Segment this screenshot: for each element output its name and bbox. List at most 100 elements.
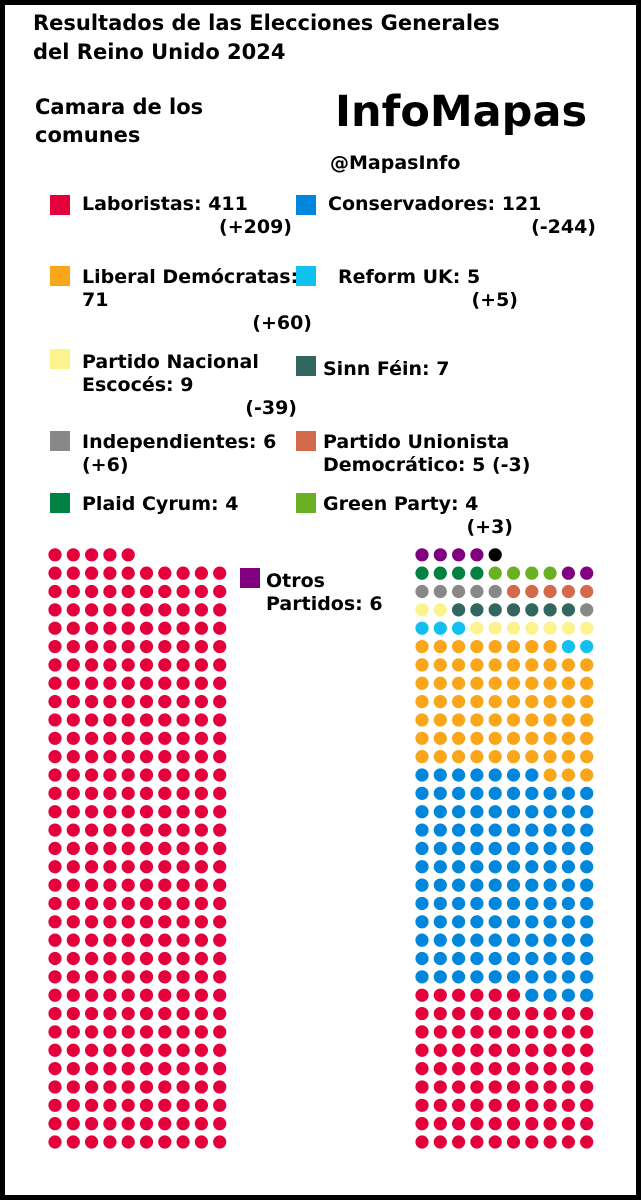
seat-dot xyxy=(48,1006,62,1021)
seat-dot xyxy=(488,841,502,856)
seat-dot xyxy=(452,878,466,892)
seat-dot xyxy=(470,1006,484,1021)
seat-dot xyxy=(433,1025,447,1039)
seat-dot xyxy=(580,621,594,635)
seat-dot xyxy=(213,621,227,635)
seat-dot xyxy=(580,896,594,911)
seat-dot xyxy=(561,970,576,984)
seat-dot xyxy=(85,621,99,635)
seat-dot xyxy=(506,896,521,911)
seat-dot xyxy=(158,933,172,947)
seat-dot xyxy=(158,639,172,654)
seat-dot xyxy=(139,566,154,580)
seat-dot xyxy=(488,1062,502,1076)
seat-dot xyxy=(415,621,429,635)
seat-dot xyxy=(452,896,466,911)
seat-dot xyxy=(488,584,502,599)
seat-dot xyxy=(488,695,502,709)
seat-dot xyxy=(139,988,154,1002)
seat-dot xyxy=(85,1135,99,1149)
seat-dot xyxy=(121,584,135,599)
seat-dot xyxy=(433,1135,447,1149)
seat-dot xyxy=(213,951,227,966)
seat-dot xyxy=(194,695,208,709)
seat-dot xyxy=(470,1043,484,1057)
seat-dot xyxy=(213,1006,227,1021)
seat-dot xyxy=(488,1025,502,1039)
seat-dot xyxy=(580,786,594,800)
seat-dot xyxy=(85,860,99,874)
seat-dot xyxy=(470,1080,484,1094)
seat-dot xyxy=(561,1117,576,1131)
seat-dot xyxy=(561,639,576,654)
seat-dot xyxy=(452,1006,466,1021)
seat-dot xyxy=(580,566,594,580)
seat-dot xyxy=(48,1135,62,1149)
seat-dot xyxy=(580,603,594,617)
title: Resultados de las Elecciones Generales d… xyxy=(33,11,500,64)
seat-dot xyxy=(66,951,80,966)
seat-dot xyxy=(66,1006,80,1021)
seat-dot xyxy=(452,1080,466,1094)
seat-dot xyxy=(525,970,539,984)
seat-dot xyxy=(506,750,521,764)
seat-dot xyxy=(561,1135,576,1149)
seat-dot xyxy=(103,603,117,617)
seat-dot xyxy=(48,988,62,1002)
seat-dot xyxy=(488,1117,502,1131)
seat-dot xyxy=(561,988,576,1002)
seat-dot xyxy=(433,951,447,966)
seat-dot xyxy=(543,1080,557,1094)
seat-dot xyxy=(103,639,117,654)
seat-dot xyxy=(433,566,447,580)
seat-dot xyxy=(85,1080,99,1094)
seat-dot xyxy=(48,548,62,562)
seat-dot xyxy=(452,860,466,874)
seat-dot xyxy=(452,951,466,966)
seat-dot xyxy=(85,584,99,599)
seat-dot xyxy=(158,713,172,727)
seat-dot xyxy=(66,566,80,580)
seat-dot xyxy=(139,951,154,966)
seat-dot xyxy=(415,915,429,929)
seat-dot xyxy=(488,896,502,911)
seat-dot xyxy=(48,676,62,690)
seat-dot xyxy=(525,1098,539,1112)
seat-dot xyxy=(452,548,466,562)
seat-dot xyxy=(470,933,484,947)
seat-dot xyxy=(139,1025,154,1039)
seat-dot xyxy=(194,933,208,947)
seat-dot xyxy=(48,878,62,892)
seat-dot xyxy=(121,1043,135,1057)
seat-dot xyxy=(85,603,99,617)
seat-dot xyxy=(176,750,190,764)
seat-dot xyxy=(452,1135,466,1149)
legend-label: Laboristas: 411 xyxy=(82,193,248,215)
seat-dot xyxy=(194,713,208,727)
seat-dot xyxy=(488,1135,502,1149)
seat-dot xyxy=(85,695,99,709)
seat-dot xyxy=(452,1117,466,1131)
seat-dot xyxy=(470,988,484,1002)
seat-dot xyxy=(561,878,576,892)
seat-dot xyxy=(213,731,227,745)
seat-dot xyxy=(415,841,429,856)
seat-dot xyxy=(176,603,190,617)
seat-dot xyxy=(139,1135,154,1149)
seat-dot xyxy=(543,584,557,599)
seat-dot xyxy=(415,750,429,764)
seat-dot xyxy=(194,1062,208,1076)
seat-dot xyxy=(158,731,172,745)
seat-dot xyxy=(121,695,135,709)
seat-dot xyxy=(470,768,484,782)
seat-dot xyxy=(525,878,539,892)
seat-dot xyxy=(580,1098,594,1112)
seat-dot xyxy=(176,584,190,599)
seat-dot xyxy=(580,731,594,745)
seat-dot xyxy=(194,750,208,764)
seat-dot xyxy=(66,750,80,764)
seat-dot xyxy=(176,805,190,819)
seat-dot xyxy=(176,1006,190,1021)
seat-dot xyxy=(176,1098,190,1112)
seat-dot xyxy=(103,548,117,562)
